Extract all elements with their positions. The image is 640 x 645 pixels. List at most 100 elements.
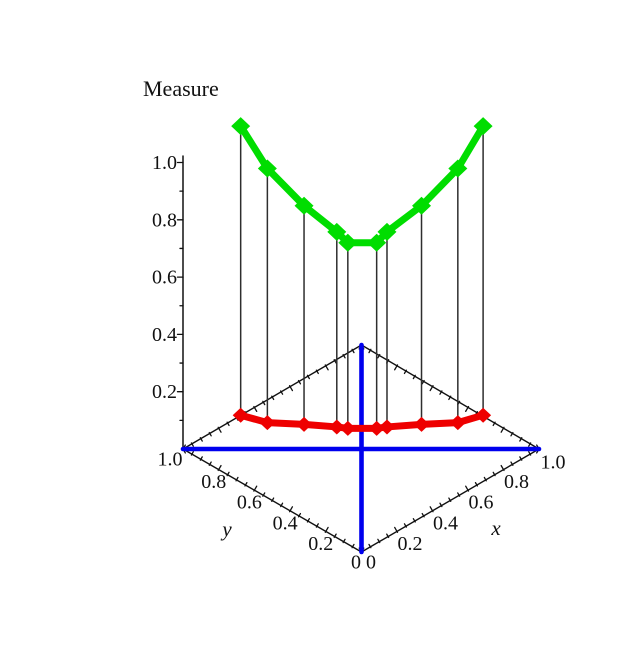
back-edge-tick <box>324 364 329 371</box>
upper-curve-marker <box>338 233 358 252</box>
y-tick-label: 0 <box>351 552 361 574</box>
y-edge-tick <box>235 476 239 482</box>
x-edge-tick <box>421 512 425 518</box>
lower-curve-line <box>237 411 487 432</box>
x-edge-tick <box>368 543 372 549</box>
back-edge-tick <box>262 400 266 406</box>
back-edge-tick <box>465 405 470 413</box>
back-edge-tick <box>217 426 222 433</box>
base-diagonals <box>180 342 542 555</box>
back-edge-tick <box>280 390 284 395</box>
y-edge-tick <box>333 533 337 539</box>
x-edge-tick <box>448 497 452 503</box>
back-edge-tick <box>528 442 532 447</box>
y-tick-label: 0.2 <box>308 533 333 555</box>
back-edge-tick <box>199 437 203 442</box>
y-edge-tick <box>288 506 294 513</box>
back-edge-tick <box>492 421 496 427</box>
y-edge-tick <box>226 471 230 477</box>
y-edge-tick <box>199 456 203 461</box>
x-edge-tick <box>429 506 434 513</box>
x-edge-tick <box>439 502 443 508</box>
x-tick-label: 0.6 <box>469 492 494 514</box>
y-tick-label: 1.0 <box>158 449 183 471</box>
x-edge-tick <box>510 461 514 466</box>
y-edge-tick <box>244 481 248 487</box>
back-edge-tick <box>500 426 505 433</box>
upper-curve-marker <box>473 117 493 136</box>
drop-lines <box>239 125 484 430</box>
y-edge-tick <box>262 492 266 497</box>
back-edge-tick <box>333 359 337 364</box>
lower-curve-marker <box>475 407 492 423</box>
x-axis-label: x <box>490 516 501 540</box>
lower-curve-marker <box>378 419 395 435</box>
y-edge-tick <box>190 451 194 456</box>
back-edge-tick <box>190 442 194 447</box>
x-edge-tick <box>500 464 505 472</box>
x-edge-tick <box>386 533 390 539</box>
lower-curve-marker <box>296 416 313 432</box>
lower-curve-marker <box>368 420 385 436</box>
back-edge-tick <box>315 369 319 375</box>
data-series <box>231 117 493 436</box>
axis-labels: Measure y x <box>143 76 501 541</box>
z-tick-label: 0.8 <box>152 209 177 231</box>
x-edge-tick <box>492 471 496 477</box>
back-edge-tick <box>510 431 514 437</box>
lower-curve-marker <box>259 415 276 431</box>
back-edge-tick <box>297 379 302 385</box>
back-edge-tick <box>519 437 523 442</box>
x-edge-tick <box>474 481 479 487</box>
x-edge-tick <box>412 518 416 523</box>
lower-curve-marker <box>449 415 466 431</box>
y-edge-tick <box>324 526 329 533</box>
y-edge-tick <box>351 543 355 549</box>
y-edge-tick <box>208 461 212 466</box>
back-edge-tick <box>208 431 212 437</box>
x-edge-tick <box>394 526 399 533</box>
z-tick-label: 1.0 <box>152 152 177 174</box>
x-tick-label: 1.0 <box>541 452 566 474</box>
upper-curve-marker <box>448 159 468 178</box>
y-axis-label: y <box>220 517 232 541</box>
x-tick-label: 0.8 <box>504 471 529 493</box>
back-edge-tick <box>368 348 372 354</box>
lower-curve-marker <box>328 419 345 435</box>
y-edge-tick <box>306 518 311 523</box>
x-tick-label: 0.4 <box>433 512 458 534</box>
upper-curve-line <box>237 122 487 247</box>
y-tick-label: 0.4 <box>273 512 298 534</box>
back-edge-tick <box>253 405 258 413</box>
y-edge-tick <box>315 523 319 528</box>
lower-curve-marker <box>232 407 249 423</box>
back-edge-tick <box>226 421 230 427</box>
back-edge-tick <box>306 374 311 380</box>
y-tick-label: 0.8 <box>201 471 226 493</box>
upper-curve-marker <box>327 222 347 241</box>
upper-curve-marker <box>377 222 397 241</box>
upper-curve-marker <box>412 196 432 215</box>
x-edge-tick <box>403 523 408 528</box>
x-edge-tick <box>457 492 461 497</box>
upper-curve-marker <box>231 117 251 136</box>
y-tick-label: 0.6 <box>237 492 262 514</box>
back-edge-tick <box>412 374 416 380</box>
y-edge-tick <box>217 464 222 472</box>
x-edge-tick <box>483 476 487 482</box>
y-edge-tick <box>271 497 275 503</box>
x-edge-tick <box>519 456 523 461</box>
y-edge-tick <box>253 485 258 492</box>
x-edge-tick <box>528 451 532 456</box>
upper-curve-marker <box>367 233 387 252</box>
y-edge-tick <box>280 502 284 508</box>
upper-curve-marker <box>294 196 314 215</box>
y-edge-tick <box>297 512 302 518</box>
back-edge-tick <box>439 390 443 395</box>
plot-title: Measure <box>143 76 219 101</box>
base-frame: 1.0 0.8 0.6 0.4 0.2 0 0 0.2 0.4 0.6 0.8 1.0 <box>158 343 566 574</box>
z-axis: 0.2 0.4 0.6 0.8 1.0 <box>152 152 184 450</box>
x-tick-label: 0 <box>366 552 376 574</box>
